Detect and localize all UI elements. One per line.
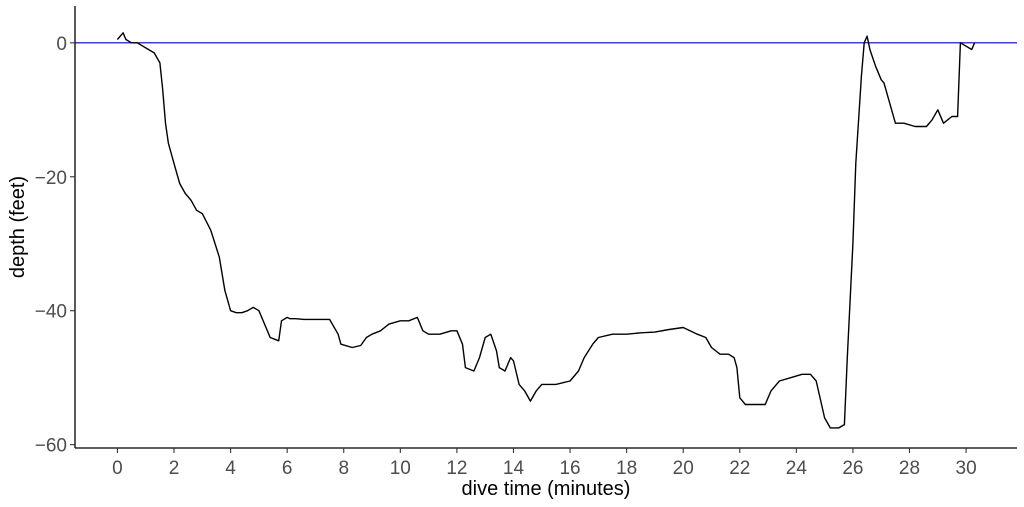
x-tick-label: 18 — [616, 458, 637, 479]
x-tick-label: 0 — [112, 458, 123, 479]
x-tick-label: 2 — [169, 458, 180, 479]
x-axis-title: dive time (minutes) — [462, 478, 631, 500]
x-tick-label: 28 — [899, 458, 920, 479]
x-tick-label: 16 — [559, 458, 580, 479]
series-layer — [116, 32, 976, 429]
x-tick-label: 24 — [786, 458, 808, 479]
x-tick-label: 8 — [338, 458, 349, 479]
x-axis-ticks: 0 2 4 6 8 10 12 14 16 18 20 22 24 26 28 30 — [112, 448, 977, 479]
depth-series-line — [116, 32, 976, 429]
x-tick-label: 22 — [729, 458, 750, 479]
x-tick-label: 14 — [503, 458, 525, 479]
x-tick-label: 20 — [673, 458, 694, 479]
y-tick-label: −60 — [35, 436, 67, 457]
y-axis-ticks: 0 −20 −40 −60 — [35, 34, 75, 457]
y-tick-label: 0 — [56, 34, 67, 55]
x-tick-label: 30 — [956, 458, 977, 479]
x-tick-label: 12 — [446, 458, 467, 479]
y-tick-label: −40 — [35, 302, 67, 323]
y-axis-title: depth (feet) — [7, 176, 29, 278]
x-tick-label: 6 — [282, 458, 293, 479]
x-tick-label: 26 — [842, 458, 863, 479]
x-tick-label: 10 — [390, 458, 411, 479]
y-tick-label: −20 — [35, 168, 67, 189]
x-tick-label: 4 — [225, 458, 236, 479]
